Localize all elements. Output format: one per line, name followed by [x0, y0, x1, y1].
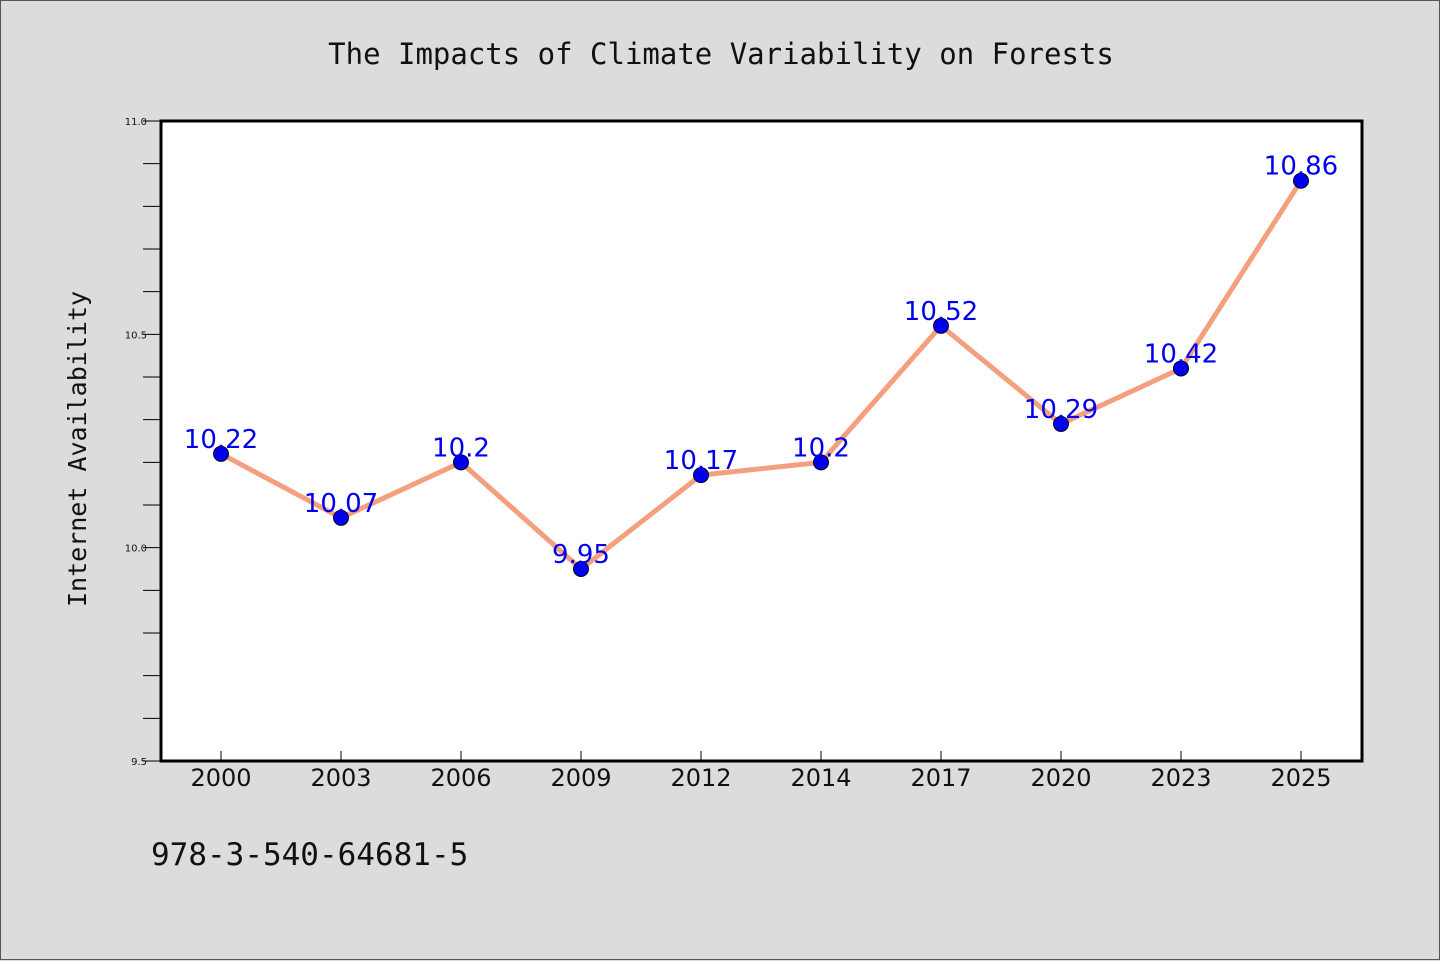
plot-area: [159, 119, 1364, 763]
data-label: 10.86: [1264, 152, 1338, 182]
data-label: 10.2: [432, 433, 490, 463]
x-tick-label: 2017: [910, 764, 971, 792]
data-label: 10.07: [304, 489, 378, 519]
data-label: 10.2: [792, 433, 850, 463]
data-points: [213, 172, 1309, 577]
x-tick-label: 2009: [550, 764, 611, 792]
data-label: 10.22: [184, 425, 258, 455]
chart-title: The Impacts of Climate Variability on Fo…: [328, 37, 1114, 71]
data-point: [333, 509, 349, 526]
x-tick-label: 2003: [310, 764, 371, 792]
y-tick-label: 9.5: [131, 757, 147, 768]
data-point: [1053, 415, 1069, 432]
x-tick-label: 2025: [1270, 764, 1331, 792]
y-tick-label: 10.5: [125, 330, 147, 341]
y-tick-label: 10.0: [125, 544, 147, 555]
isbn-annotation: 978-3-540-64681-5: [151, 837, 468, 873]
x-tick-label: 2006: [430, 764, 491, 792]
data-label: 10.17: [664, 446, 738, 476]
data-label: 10.29: [1024, 395, 1098, 425]
x-tick-label: 2014: [790, 764, 851, 792]
data-label: 9.95: [552, 540, 610, 570]
x-tick-label: 2023: [1150, 764, 1211, 792]
data-point: [813, 454, 829, 471]
series-polyline: [218, 178, 1304, 572]
x-axis: 2000 2003 2006 2009 2012 2014 2017 2020 2023 2025: [190, 751, 1332, 792]
y-axis: 9.5 10.0 10.5 11.0: [125, 117, 161, 768]
data-point: [573, 561, 589, 577]
y-axis-label: Internet Availability: [63, 291, 92, 607]
data-point: [693, 467, 709, 484]
data-labels: 10.22 10.07 10.2 9.95 10.17 10.2 10.52 10.29 10.…: [184, 152, 1338, 570]
x-tick-label: 2000: [190, 764, 251, 792]
data-point: [1293, 172, 1309, 189]
data-point: [933, 317, 949, 334]
data-point: [1173, 360, 1189, 377]
data-point: [453, 454, 469, 471]
data-point: [213, 445, 229, 462]
x-tick-label: 2020: [1030, 764, 1091, 792]
data-label: 10.52: [904, 297, 978, 327]
x-tick-label: 2012: [670, 764, 731, 792]
series-line: [218, 178, 1304, 572]
data-label: 10.42: [1144, 339, 1218, 369]
y-tick-label: 11.0: [125, 117, 147, 128]
